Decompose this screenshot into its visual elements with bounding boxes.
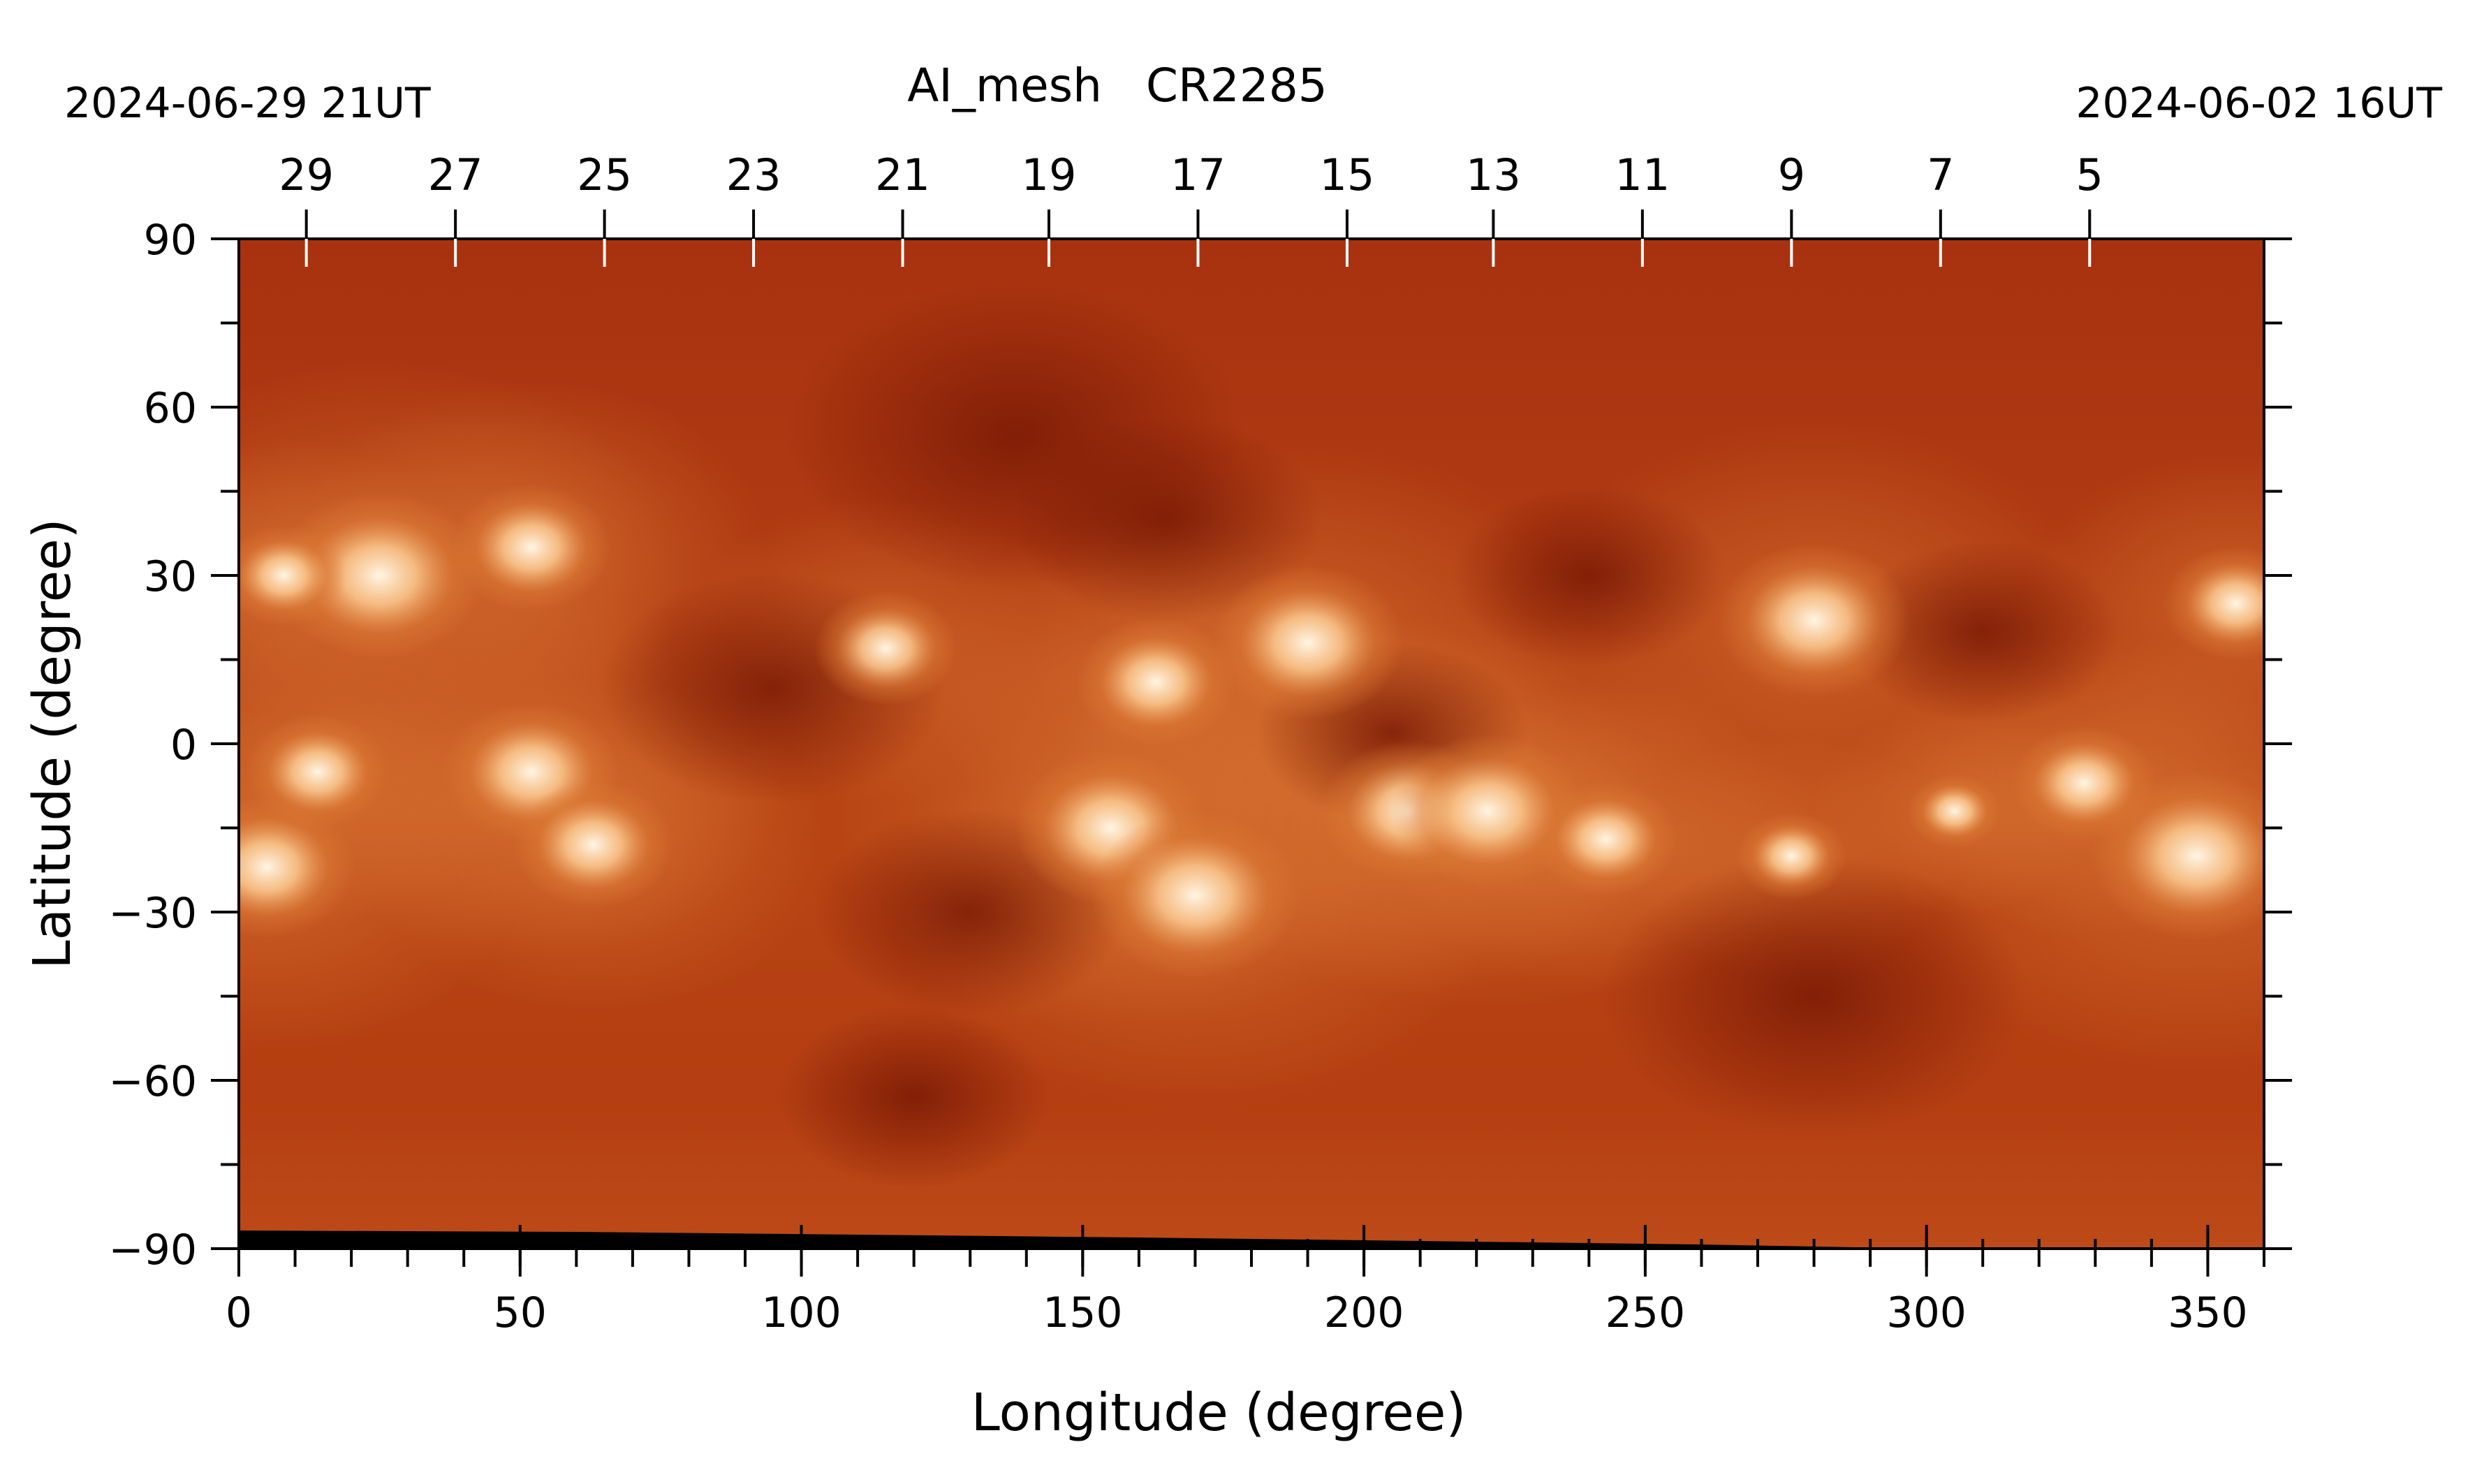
top-date-tick-label: 27: [428, 149, 483, 200]
x-tick-label: 150: [1043, 1288, 1123, 1337]
top-date-tick-label: 9: [1778, 149, 1805, 200]
top-left-date-label: 2024-06-29 21UT: [64, 79, 431, 128]
active-region: [814, 591, 957, 706]
active-region: [451, 483, 612, 612]
y-tick-label: 30: [144, 552, 197, 601]
top-date-tick-label: 23: [726, 149, 781, 200]
x-tick-label: 0: [226, 1288, 252, 1337]
coronal-hole: [1846, 541, 2119, 723]
y-tick-label: 90: [144, 216, 197, 265]
active-region: [239, 524, 348, 626]
active-region: [1090, 811, 1300, 979]
active-region: [2012, 726, 2156, 841]
active-region: [1534, 781, 1677, 897]
active-region: [274, 492, 485, 659]
coronal-hole: [1453, 485, 1726, 666]
y-tick-label: −30: [108, 889, 197, 938]
top-date-tick-label: 5: [2076, 149, 2103, 200]
active-region: [1075, 618, 1236, 747]
top-date-tick-label: 17: [1170, 149, 1226, 200]
top-date-tick-label: 19: [1022, 149, 1077, 200]
top-date-tick-label: 25: [577, 149, 632, 200]
y-tick-label: 60: [144, 384, 197, 433]
top-date-tick-label: 13: [1466, 149, 1521, 200]
x-tick-label: 50: [494, 1288, 547, 1337]
coronal-hole: [777, 1006, 1050, 1189]
x-tick-label: 100: [761, 1288, 842, 1337]
active-region: [1717, 543, 1911, 698]
active-region: [2164, 546, 2264, 661]
y-tick-label: 0: [170, 721, 197, 770]
map-image: [239, 239, 2264, 1249]
x-tick-label: 200: [1324, 1288, 1404, 1337]
active-region: [513, 781, 673, 909]
y-tick-label: −90: [108, 1226, 197, 1274]
top-right-date-label: 2024-06-02 16UT: [2075, 79, 2442, 128]
x-tick-label: 350: [2168, 1288, 2248, 1337]
top-date-tick-label: 7: [1927, 149, 1954, 200]
active-region: [239, 796, 355, 938]
x-tick-label: 300: [1886, 1288, 1967, 1337]
active-region: [1211, 565, 1404, 720]
top-date-tick-label: 15: [1319, 149, 1374, 200]
active-region: [1736, 811, 1847, 900]
top-date-tick-label: 21: [875, 149, 930, 200]
top-date-tick-label: 11: [1615, 149, 1670, 200]
coronal-hole: [1012, 416, 1323, 623]
coronal-hole: [1602, 855, 2026, 1138]
top-date-tick-label: 29: [279, 149, 334, 200]
y-axis-label: Latitude (degree): [22, 518, 82, 969]
y-tick-label: −60: [108, 1057, 197, 1106]
active-region: [1908, 773, 2001, 848]
x-axis-label: Longitude (degree): [971, 1383, 1467, 1443]
chart-title: AI_mesh CR2285: [907, 59, 1328, 112]
x-tick-label: 250: [1605, 1288, 1686, 1337]
